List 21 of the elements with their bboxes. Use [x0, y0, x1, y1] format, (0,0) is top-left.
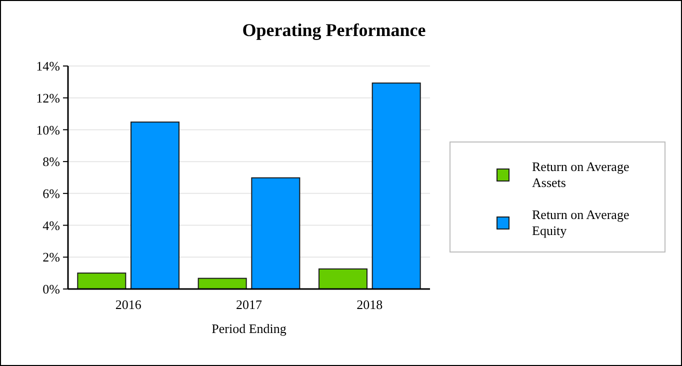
chart-title: Operating Performance	[242, 20, 426, 40]
x-tick-label: 2017	[236, 297, 262, 312]
y-tick-label: 6%	[42, 186, 60, 201]
x-axis-title: Period Ending	[212, 321, 287, 336]
y-tick-label: 12%	[36, 90, 60, 106]
y-tick-label: 0%	[42, 282, 60, 297]
legend-label: Return on Average Equity	[532, 207, 630, 238]
y-tick-label: 8%	[42, 154, 60, 170]
bar	[251, 177, 300, 290]
x-tick-label: 2018	[356, 297, 383, 312]
bar	[318, 268, 368, 290]
legend-label: Return on Average Assets	[532, 159, 630, 190]
y-tick-label: 14%	[36, 58, 60, 74]
bar	[198, 278, 247, 290]
y-tick-label: 2%	[42, 250, 60, 265]
bar	[372, 82, 421, 290]
x-tick-label: 2016	[115, 297, 142, 312]
bar	[130, 122, 180, 290]
bar	[77, 272, 126, 290]
y-tick-label: 4%	[42, 218, 60, 233]
y-tick-label: 10%	[36, 122, 60, 138]
